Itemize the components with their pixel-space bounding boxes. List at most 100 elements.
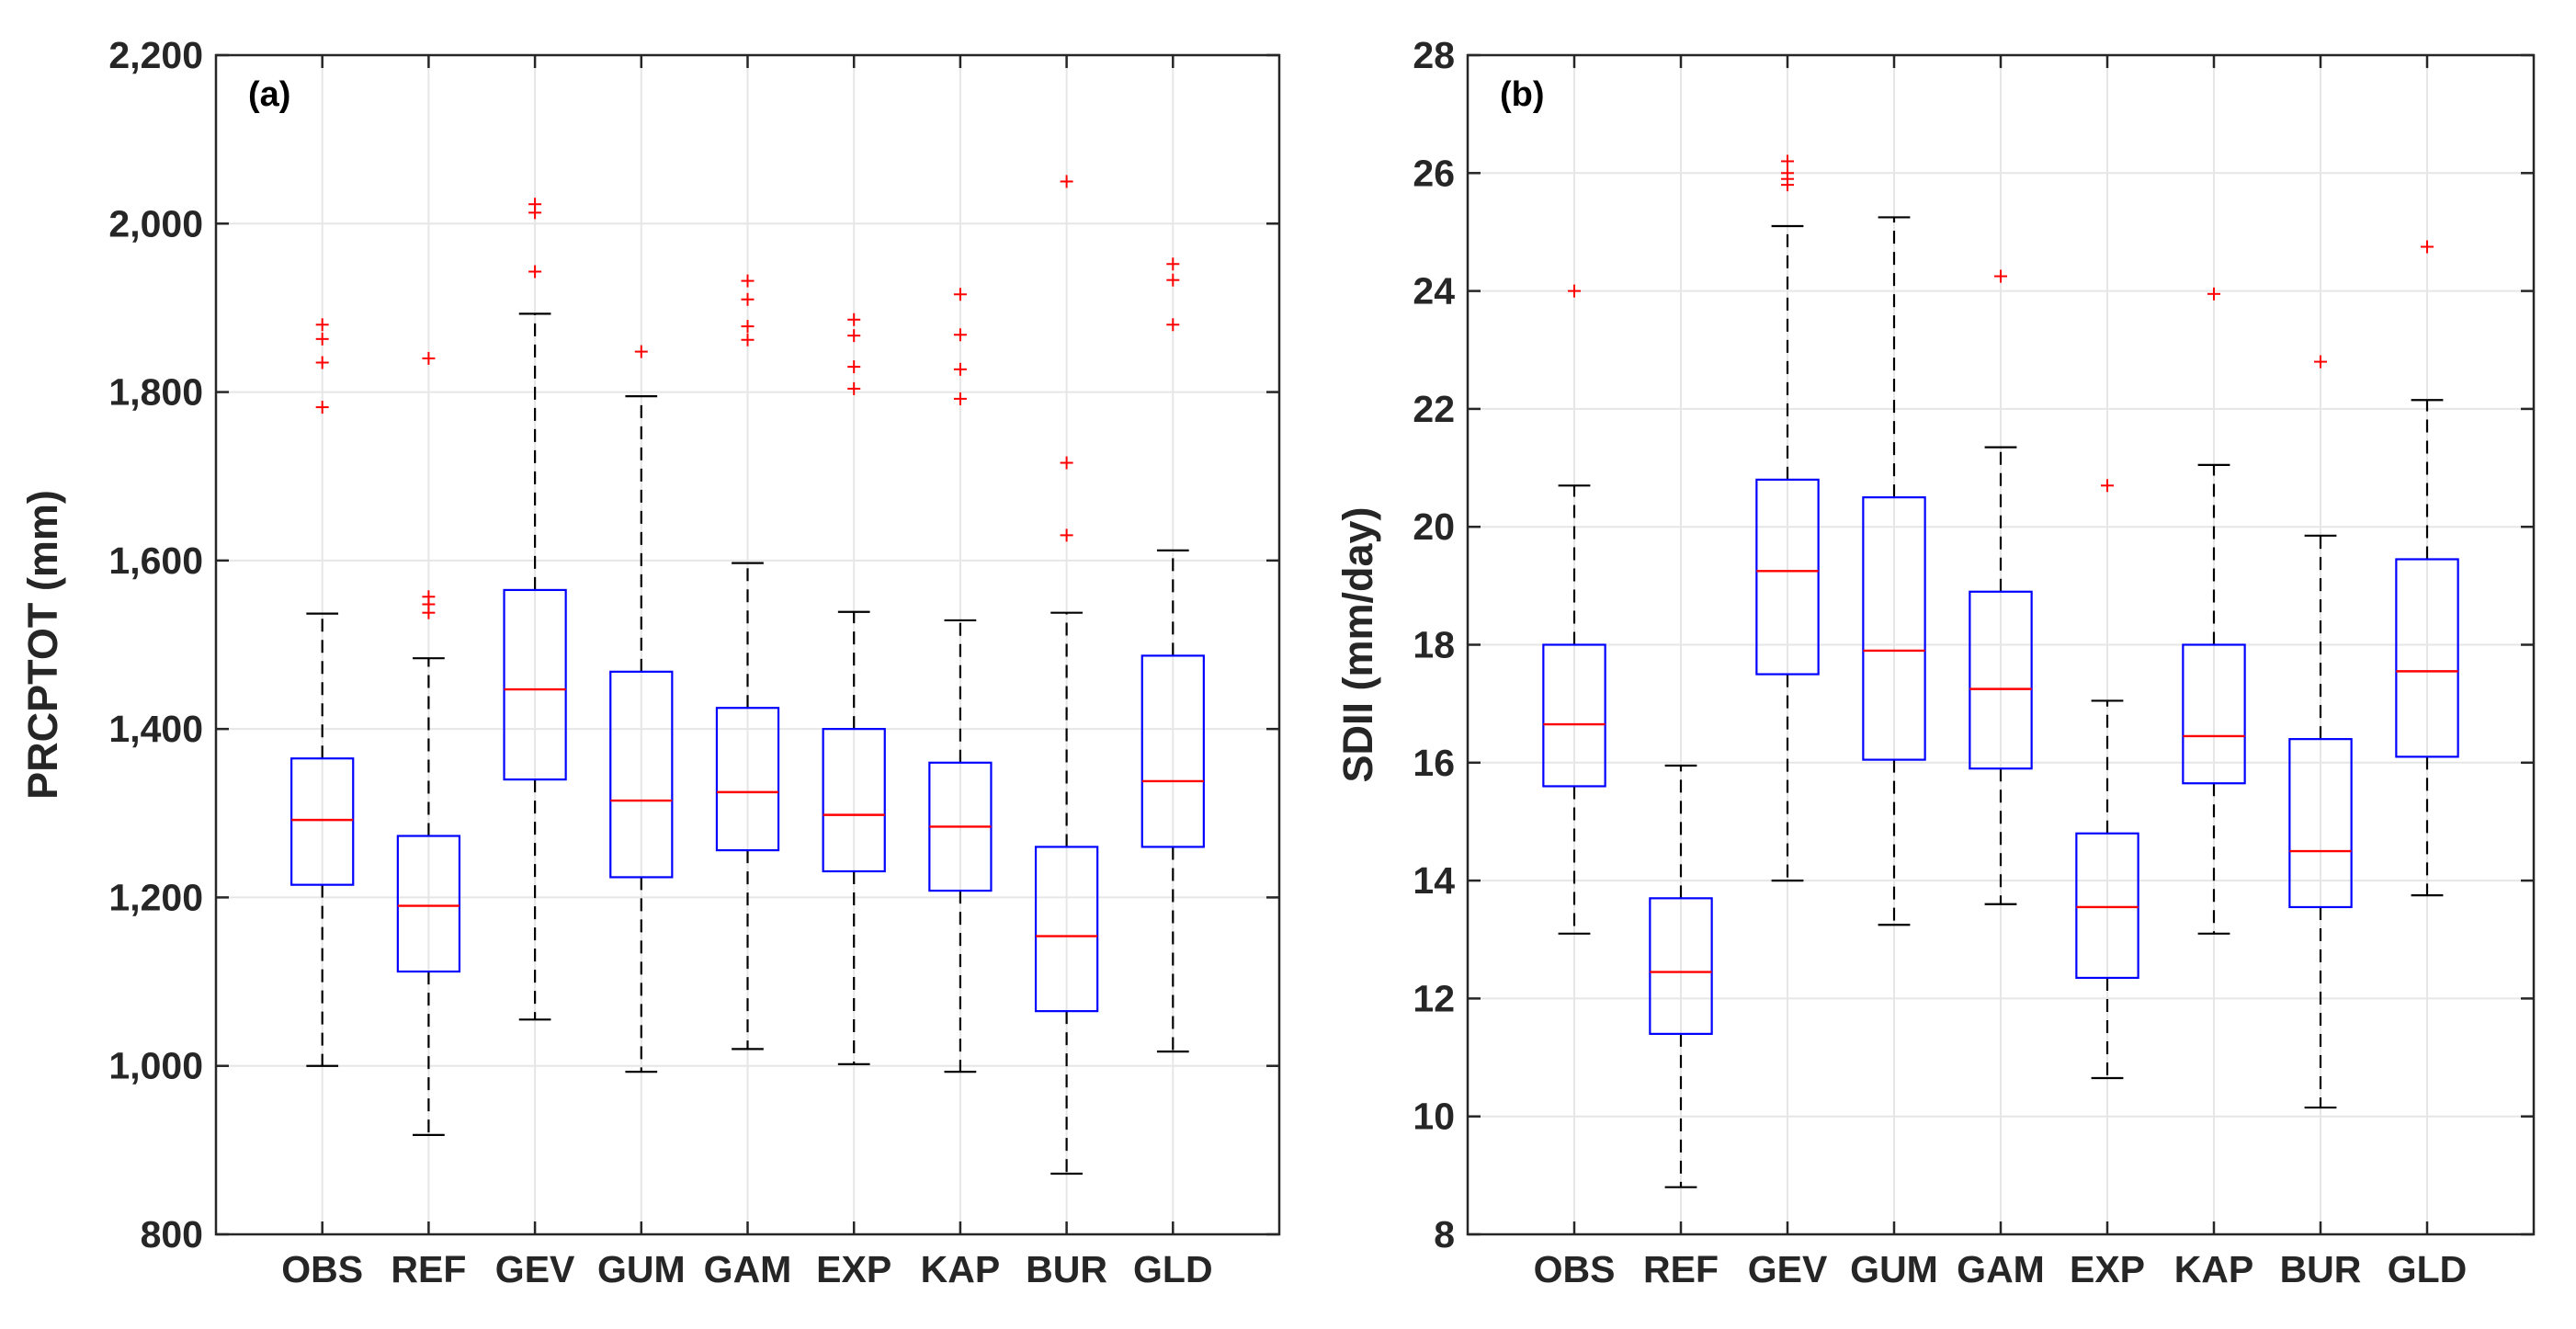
outlier-marker — [1060, 175, 1073, 188]
x-tick-label-obs: OBS — [1534, 1248, 1616, 1290]
iqr-box — [2182, 643, 2246, 785]
y-tick-label: 2,200 — [108, 34, 203, 76]
iqr-box — [715, 707, 780, 852]
y-tick-label: 8 — [1434, 1213, 1455, 1255]
y-tick-label: 800 — [141, 1213, 203, 1255]
panel-label: (a) — [248, 75, 290, 114]
x-tick-label-obs: OBS — [281, 1248, 363, 1290]
outlier-marker — [953, 362, 967, 376]
x-tick-label-kap: KAP — [2174, 1248, 2254, 1290]
iqr-box — [396, 835, 461, 973]
box-gld — [2395, 240, 2459, 897]
iqr-box — [2395, 558, 2459, 758]
box-gam — [1969, 269, 2033, 905]
y-tick-label: 24 — [1413, 270, 1455, 312]
outlier-marker — [741, 292, 755, 306]
box-kap — [928, 288, 993, 1073]
x-tick-label-bur: BUR — [1026, 1248, 1107, 1290]
outlier-marker — [1568, 284, 1581, 298]
iqr-box — [290, 757, 355, 886]
iqr-box — [822, 728, 886, 873]
box-gld — [1140, 257, 1205, 1053]
outlier-marker — [528, 265, 542, 278]
outlier-marker — [2421, 240, 2434, 254]
y-tick-label: 1,000 — [108, 1045, 203, 1087]
iqr-box — [1969, 590, 2033, 770]
outlier-marker — [315, 356, 329, 369]
box-gev — [1755, 154, 1820, 882]
x-tick-label-gld: GLD — [2388, 1248, 2468, 1290]
box-obs — [1542, 284, 1606, 935]
y-tick-label: 12 — [1413, 977, 1455, 1019]
outlier-marker — [953, 288, 967, 301]
box-exp — [2075, 479, 2139, 1080]
iqr-box — [1862, 496, 1926, 761]
box-exp — [822, 312, 886, 1065]
box-ref — [396, 351, 461, 1136]
x-tick-label-gev: GEV — [1748, 1248, 1828, 1290]
x-tick-label-gam: GAM — [704, 1248, 792, 1290]
iqr-box — [1755, 478, 1820, 676]
outlier-marker — [2314, 355, 2327, 369]
iqr-box — [1542, 643, 1606, 788]
y-tick-label: 1,800 — [108, 371, 203, 414]
y-tick-label: 14 — [1413, 859, 1455, 902]
box-ref — [1649, 764, 1713, 1188]
iqr-box — [2288, 738, 2353, 909]
outlier-marker — [1781, 154, 1794, 168]
outlier-marker — [1060, 456, 1073, 470]
outlier-marker — [1060, 528, 1073, 542]
outlier-marker — [953, 328, 967, 342]
outlier-marker — [847, 381, 861, 395]
outlier-marker — [1166, 257, 1180, 271]
x-tick-label-gam: GAM — [1957, 1248, 2045, 1290]
y-tick-label: 20 — [1413, 505, 1455, 548]
x-tick-label-gum: GUM — [597, 1248, 686, 1290]
outlier-marker — [741, 320, 755, 334]
outlier-marker — [847, 312, 861, 326]
y-axis-label: SDII (mm/day) — [1334, 506, 1381, 782]
outlier-marker — [1781, 166, 1794, 180]
outlier-marker — [741, 274, 755, 288]
box-obs — [290, 318, 355, 1067]
iqr-box — [1034, 846, 1099, 1013]
outlier-marker — [528, 198, 542, 211]
x-tick-label-gum: GUM — [1850, 1248, 1938, 1290]
x-tick-label-ref: REF — [1643, 1248, 1719, 1290]
y-tick-label: 10 — [1413, 1096, 1455, 1138]
iqr-box — [609, 670, 674, 879]
panel-a-prcptot: 800 1,000 1,200 1,400 1,600 1,800 2,000 2,200 OB… — [19, 34, 1281, 1290]
y-tick-label: 16 — [1413, 742, 1455, 784]
outlier-marker — [953, 392, 967, 405]
outlier-marker — [315, 332, 329, 346]
y-tick-label: 1,400 — [108, 708, 203, 750]
outlier-marker — [2207, 287, 2220, 301]
outlier-marker — [315, 318, 329, 332]
box-kap — [2182, 287, 2246, 935]
x-tick-label-exp: EXP — [816, 1248, 891, 1290]
outlier-marker — [1166, 273, 1180, 287]
panel-b-sdii: 8 10 12 14 16 18 20 22 24 26 28 OBS REF GEV GUM GAM EXP K… — [1334, 34, 2536, 1290]
box-gum — [1862, 216, 1926, 926]
box-bur — [1034, 175, 1099, 1176]
y-tick-label: 1,200 — [108, 876, 203, 918]
panel-label: (b) — [1500, 75, 1545, 114]
x-tick-label-gev: GEV — [495, 1248, 575, 1290]
iqr-box — [1649, 897, 1713, 1035]
box-gum — [609, 345, 674, 1073]
y-tick-label: 22 — [1413, 388, 1455, 430]
outlier-marker — [634, 345, 648, 358]
y-tick-label: 1,600 — [108, 540, 203, 582]
outlier-marker — [1994, 269, 2007, 283]
x-tick-label-ref: REF — [391, 1248, 466, 1290]
outlier-marker — [2101, 479, 2114, 493]
y-tick-label: 18 — [1413, 624, 1455, 666]
y-tick-label: 26 — [1413, 152, 1455, 194]
outlier-marker — [422, 590, 436, 604]
y-tick-label: 2,000 — [108, 202, 203, 244]
outlier-marker — [1166, 318, 1180, 332]
iqr-box — [503, 588, 567, 781]
outlier-marker — [315, 401, 329, 415]
